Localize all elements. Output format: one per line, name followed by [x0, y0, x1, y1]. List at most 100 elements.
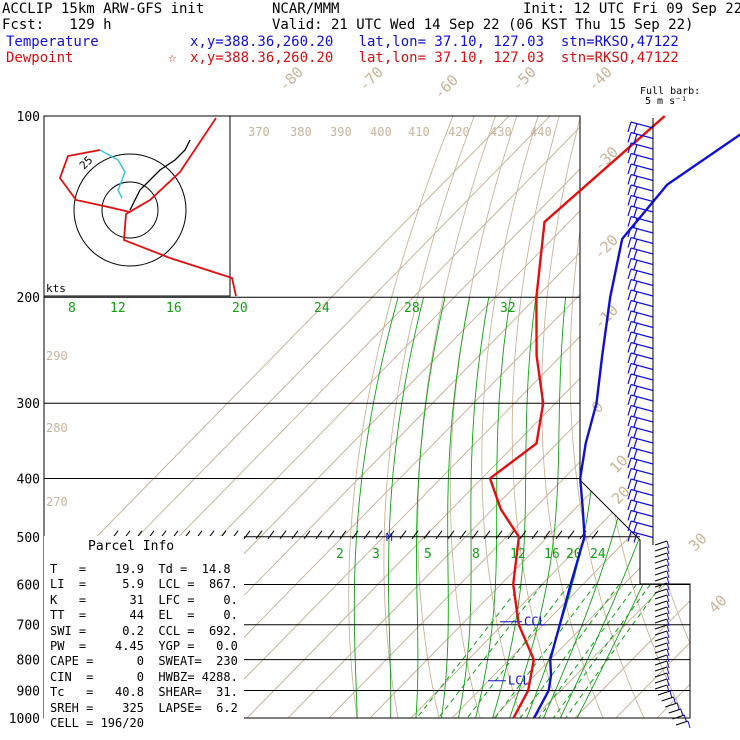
hatch-mark: [303, 530, 311, 540]
wind-barb: [627, 320, 654, 333]
wind-barb-low: [654, 582, 670, 591]
parcel-info-rows: T = 19.9 Td = 14.8 LI = 5.9 LCL = 867. K =…: [44, 562, 244, 731]
dry-adiabat: [383, 116, 475, 718]
pressure-tick-label: 300: [17, 397, 40, 412]
hatch-mark: [447, 530, 455, 540]
isotherm-label: 10: [606, 451, 632, 477]
hatch-mark: [387, 530, 395, 540]
isotherm-line: [193, 116, 690, 718]
wind-barb: [627, 257, 654, 270]
dry-adiabat: [597, 116, 690, 718]
parcel-info-panel: [44, 536, 244, 732]
wind-barb-low: [654, 678, 670, 687]
wind-barb: [627, 194, 654, 207]
wind-barb-low: [654, 558, 670, 567]
melting-level-marker: M: [386, 531, 393, 544]
center-label: NCAR/MMM: [272, 1, 340, 17]
theta-label: 290: [46, 349, 68, 363]
theta-label: 410: [408, 125, 430, 139]
wind-barb: [627, 236, 654, 249]
moist-adiabat: [553, 297, 690, 718]
pressure-tick-label: 1000: [9, 712, 40, 727]
hatch-mark: [435, 530, 443, 540]
moist-adiabat-label: 28: [404, 301, 420, 316]
moist-adiabat: [455, 297, 490, 718]
wind-barb: [627, 383, 654, 396]
isotherm-label: -60: [430, 71, 462, 103]
hatch-mark: [351, 530, 359, 540]
barb-legend-unit: 5 m s⁻¹: [645, 96, 688, 107]
wind-barb-low: [654, 660, 670, 669]
wind-barb: [627, 520, 654, 533]
theta-label: 380: [290, 125, 312, 139]
hatch-mark: [279, 530, 287, 540]
wind-barb: [627, 488, 654, 501]
wind-barb: [627, 331, 654, 344]
mixing-ratio-line: [543, 584, 651, 718]
hatch-mark: [423, 530, 431, 540]
dry-adiabat: [541, 116, 608, 718]
theta-label: 370: [248, 125, 270, 139]
wind-barb: [627, 457, 654, 470]
dewpoint-marker-icon: ☆: [168, 50, 177, 66]
wind-barb: [627, 415, 654, 428]
lcl-label: LCL: [508, 674, 530, 688]
wind-barb-low: [661, 696, 677, 705]
wind-barb-low: [654, 606, 670, 615]
parcel-info-row: PW = 4.45 YGP = 0.0: [50, 639, 238, 654]
dry-adiabat: [348, 116, 454, 718]
dewpoint-location: x,y=388.36,260.20 lat,lon= 37.10, 127.03…: [190, 50, 679, 66]
isotherm-line: [44, 116, 510, 718]
hatch-mark: [255, 530, 263, 540]
wind-barb-low: [675, 720, 691, 729]
hatch-mark: [363, 530, 371, 540]
wind-barb: [627, 121, 654, 134]
parcel-info-row: CIN = 0 HWBZ= 4288.: [50, 669, 238, 684]
moist-adiabat-label: 20: [232, 301, 248, 316]
parcel-info-row: Tc = 40.8 SHEAR= 31.: [50, 685, 238, 700]
hatch-mark: [531, 530, 539, 540]
hatch-mark: [507, 530, 515, 540]
wind-barb: [627, 173, 654, 186]
mixing-ratio-label: 24: [590, 547, 606, 562]
hatch-mark: [327, 530, 335, 540]
wind-barb: [627, 436, 654, 449]
pressure-tick-label: 900: [17, 684, 40, 699]
isotherm-label: 30: [685, 529, 711, 555]
moist-adiabat: [488, 297, 537, 718]
isotherm-label: -80: [275, 63, 307, 95]
dry-adiabat: [511, 116, 567, 718]
dry-adiabat: [569, 116, 650, 718]
isotherm-label: -40: [584, 63, 616, 95]
hodograph-coast: [129, 139, 191, 211]
wind-barb-low: [665, 702, 680, 711]
moist-adiabat: [504, 297, 567, 718]
moist-adiabat-label: 32: [500, 301, 516, 316]
dry-adiabat: [417, 116, 496, 718]
moist-adiabat-label: 12: [110, 301, 126, 316]
wind-barb: [627, 278, 654, 291]
wind-barb-low: [654, 552, 670, 561]
theta-label: 280: [46, 421, 68, 435]
wind-barb: [627, 310, 654, 323]
wind-barb: [627, 446, 654, 459]
parcel-info-row: SWI = 0.2 CCL = 692.: [50, 623, 238, 638]
dry-adiabat: [675, 116, 690, 718]
parcel-info-row: CAPE = 0 SWEAT= 230: [50, 654, 238, 669]
hodograph-ring: [101, 181, 159, 239]
mixing-ratio-line: [556, 584, 663, 718]
hatch-mark: [267, 530, 275, 540]
hodograph-units-label: kts: [46, 282, 66, 295]
hatch-mark: [459, 530, 467, 540]
pressure-tick-label: 400: [17, 472, 40, 487]
hatch-mark: [495, 530, 503, 540]
isotherm-line: [234, 116, 690, 718]
wind-barb: [627, 268, 654, 281]
dry-adiabat: [700, 116, 740, 728]
wind-barb-low: [654, 624, 670, 633]
mixing-ratio-line: [457, 584, 570, 718]
temperature-location: x,y=388.36,260.20 lat,lon= 37.10, 127.03…: [190, 34, 679, 50]
moist-adiabat-label: 8: [68, 301, 76, 316]
isotherm-label: -50: [508, 63, 540, 95]
